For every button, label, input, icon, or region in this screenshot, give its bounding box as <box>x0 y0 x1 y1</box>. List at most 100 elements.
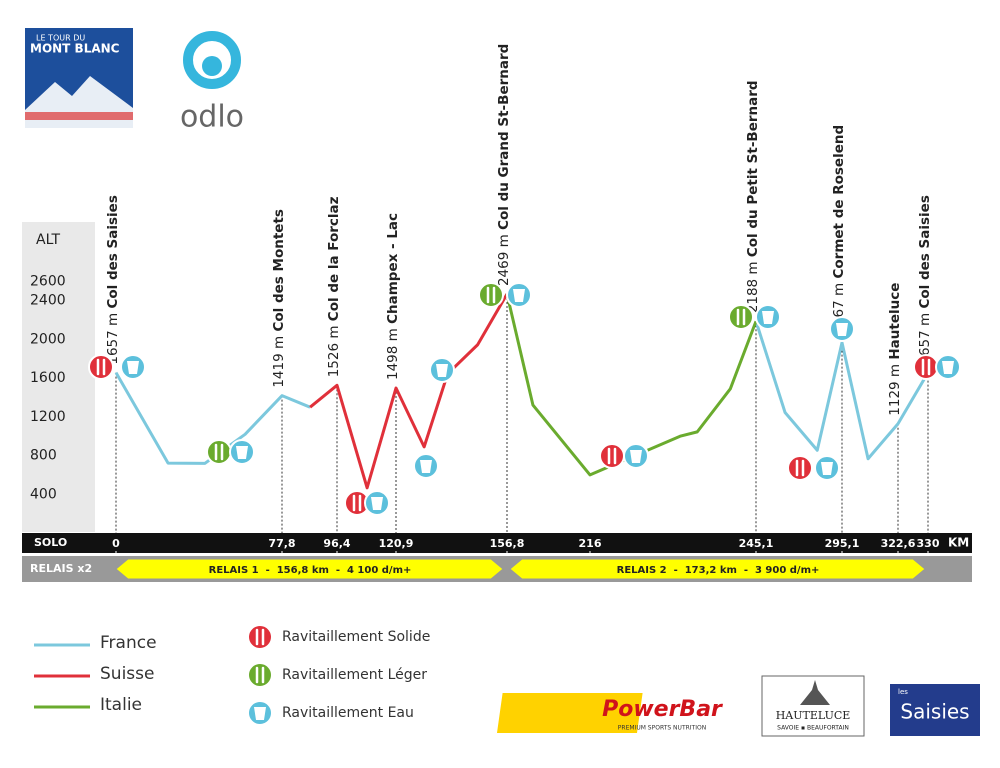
refreshment-icon <box>364 490 390 516</box>
x-tick-label: 77,8 <box>268 537 295 550</box>
refreshment-legend-label: Ravitaillement Solide <box>282 629 430 645</box>
icon-circle <box>247 662 273 688</box>
y-tick-label: 2400 <box>30 293 66 309</box>
icon-fork <box>255 666 265 684</box>
icon-cup <box>420 460 432 473</box>
pass-name: Cormet de Roselend <box>831 125 847 279</box>
icon-cup <box>371 497 383 510</box>
icon-cup <box>630 450 642 463</box>
pass-label: 1498 m Champex - Lac <box>385 213 401 380</box>
pass-label: 1657 m Col des Saisies <box>917 195 933 365</box>
refreshment-legend-label: Ravitaillement Léger <box>282 667 427 683</box>
pass-elevation: 1498 m <box>385 328 401 380</box>
refreshment-icon <box>247 700 273 726</box>
logo-church <box>800 680 830 705</box>
pass-label: 1657 m Col des Saisies <box>105 195 121 365</box>
x-tick-label: 96,4 <box>323 537 350 550</box>
icon-fork <box>352 494 362 512</box>
logo-text: HAUTELUCE <box>776 709 851 722</box>
plot: 400 800 1200 1600 2000 2400 2600 0 77,8 96,4 120,9… <box>30 44 961 726</box>
icon-circle <box>787 455 813 481</box>
pass-name: Col des Saisies <box>105 195 121 308</box>
refreshment-icon <box>247 624 273 650</box>
pass-name: Col des Saisies <box>917 195 933 308</box>
icon-fork <box>214 443 224 461</box>
icon-circle <box>599 443 625 469</box>
refreshment-icon <box>88 354 114 380</box>
icon-cup <box>513 289 525 302</box>
refreshment-icon <box>829 316 855 342</box>
logo-text: les <box>898 688 908 696</box>
refreshment-icon <box>413 453 439 479</box>
relay-arrow <box>509 558 926 580</box>
pass-elevation: 1657 m <box>105 313 121 365</box>
relay-arrow <box>115 558 504 580</box>
relay-text: RELAIS 2 - 173,2 km - 3 900 d/m+ <box>617 565 820 576</box>
x-tick-label: 322,6 <box>881 537 916 550</box>
refreshment-legend-label: Ravitaillement Eau <box>282 705 414 721</box>
legend-label: Suisse <box>100 664 154 684</box>
logo-box <box>761 675 865 737</box>
legend-label: France <box>100 633 157 653</box>
refreshment-icon <box>429 357 455 383</box>
axis-panel <box>22 222 95 532</box>
logo-odlo: odlo <box>180 31 244 135</box>
x-axis-label: KM <box>948 536 969 550</box>
icon-cup <box>821 462 833 475</box>
icon-circle <box>913 354 939 380</box>
y-axis-label: ALT <box>36 232 60 248</box>
pass-elevation: 2188 m <box>745 261 761 313</box>
x-tick-label: 0 <box>112 537 120 550</box>
icon-fork <box>607 447 617 465</box>
refreshment-icon <box>913 354 939 380</box>
y-tick-label: 1200 <box>30 409 66 425</box>
icon-cup <box>436 364 448 377</box>
icon-cup <box>762 311 774 324</box>
pass-name: Champex - Lac <box>385 213 401 324</box>
logo-box <box>496 693 643 733</box>
profile-line <box>309 293 509 490</box>
pass-label: 1419 m Col des Montets <box>271 209 287 388</box>
refreshment-icon <box>247 662 273 688</box>
logo-powerbar: PowerBar PREMIUM SPORTS NUTRITION <box>496 693 723 733</box>
x-tick-label: 245,1 <box>739 537 774 550</box>
pass-name: Col des Montets <box>271 209 287 331</box>
icon-cup <box>127 361 139 374</box>
pass-elevation: 2469 m <box>496 234 512 286</box>
pass-label: 1526 m Col de la Forclaz <box>326 196 342 377</box>
logo-text: SAVOIE ▪ BEAUFORTAIN <box>777 725 849 732</box>
icon-fork <box>486 286 496 304</box>
logo-stripe <box>25 112 133 120</box>
icon-circle <box>728 304 754 330</box>
refreshment-icon <box>206 439 232 465</box>
pass-elevation: 1129 m <box>887 364 903 416</box>
y-tick-label: 1600 <box>30 370 66 386</box>
pass-elevation: 1657 m <box>917 313 933 365</box>
icon-circle <box>206 439 232 465</box>
x-tick-label: 120,9 <box>379 537 414 550</box>
refreshment-icon <box>623 443 649 469</box>
icon-circle <box>247 624 273 650</box>
refreshment-icon <box>935 354 961 380</box>
refreshment-icon <box>120 354 146 380</box>
icon-cup <box>942 361 954 374</box>
logo-text: PowerBar <box>602 697 723 722</box>
refreshment-icon <box>506 282 532 308</box>
icon-fork <box>921 358 931 376</box>
icon-circle <box>88 354 114 380</box>
logo-saisies: les Saisies <box>890 684 980 736</box>
pass-label: 2469 m Col du Grand St-Bernard <box>496 44 512 286</box>
x-tick-label: 295,1 <box>825 537 860 550</box>
relay-label: RELAIS x2 <box>30 562 92 575</box>
pass-name: Col de la Forclaz <box>326 196 342 321</box>
icon-cup <box>236 446 248 459</box>
x-tick-label: 216 <box>579 537 602 550</box>
icon-cup <box>254 707 266 720</box>
icon-fork <box>795 459 805 477</box>
logo-shape <box>202 56 222 76</box>
track-label: SOLO <box>34 536 67 549</box>
x-tick-label: 156,8 <box>490 537 525 550</box>
profile-line <box>505 293 758 477</box>
y-tick-label: 400 <box>30 486 57 502</box>
